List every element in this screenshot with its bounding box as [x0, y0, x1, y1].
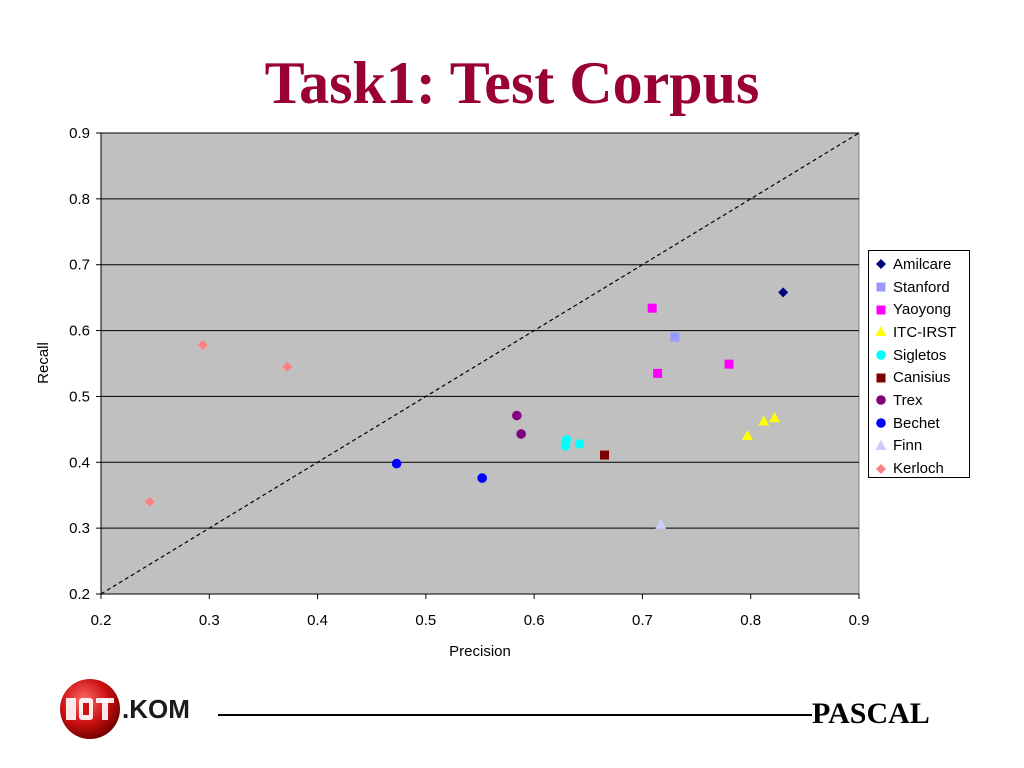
legend-marker-shape	[876, 463, 886, 474]
legend-label: ITC-IRST	[893, 323, 957, 341]
legend-marker-shape	[876, 282, 886, 292]
data-point-finn	[655, 518, 667, 529]
data-point-trex	[516, 429, 526, 439]
data-point-itc-irst	[741, 429, 753, 440]
legend-marker-shape	[875, 326, 887, 337]
x-axis: 0.2 0.3 0.4 0.5 0.6 0.7 0.8 0.9	[91, 593, 870, 629]
data-point-kerloch	[144, 496, 155, 507]
legend-marker-shape	[876, 350, 886, 360]
x-tick-label: 0.6	[524, 612, 545, 629]
y-tick-label: 0.3	[69, 520, 90, 537]
legend-item-kerloch: Kerloch	[869, 457, 969, 480]
x-tick-label: 0.3	[199, 612, 220, 629]
grid-lines	[101, 132, 859, 595]
dot-kom-logo	[60, 679, 120, 739]
legend-marker-shape	[876, 373, 886, 383]
legend-marker-itc-irst	[875, 326, 887, 337]
legend-item-itc-irst: ITC-IRST	[869, 321, 969, 344]
legend-marker-finn	[875, 439, 887, 450]
legend-item-finn: Finn	[869, 435, 969, 458]
y-tick-label: 0.4	[69, 454, 90, 471]
legend-item-sigletos: Sigletos	[869, 344, 969, 367]
data-point-stanford	[670, 332, 680, 342]
data-point-sigletos	[561, 435, 572, 445]
data-point-itc-irst	[769, 412, 781, 423]
legend-marker-shape	[876, 305, 886, 315]
legend-marker-shape	[876, 395, 886, 406]
data-point-itc-irst	[758, 415, 770, 426]
legend-marker-bechet	[876, 418, 886, 428]
data-point-amilcare	[778, 287, 789, 298]
legend-marker-amilcare	[876, 259, 886, 270]
data-point-yaoyong	[653, 368, 663, 378]
y-tick-label: 0.6	[69, 323, 90, 340]
y-tick-label: 0.9	[69, 125, 90, 142]
legend-item-canisius: Canisius	[869, 366, 969, 389]
reference-diagonal-line	[100, 132, 860, 595]
legend-label: Amilcare	[893, 255, 952, 273]
x-tick-label: 0.4	[307, 612, 328, 629]
legend-marker-stanford	[876, 282, 886, 292]
legend-item-amilcare: Amilcare	[869, 253, 969, 276]
legend-label: Trex	[893, 391, 923, 409]
legend-label: Kerloch	[893, 460, 944, 478]
legend-item-yaoyong: Yaoyong	[869, 298, 969, 321]
legend-marker-shape	[876, 259, 886, 270]
y-axis-label: Recall	[35, 342, 52, 384]
legend-marker-yaoyong	[876, 305, 886, 315]
legend-label: Sigletos	[893, 346, 947, 364]
x-tick-label: 0.9	[849, 612, 870, 629]
data-points	[144, 287, 789, 529]
legend-label: Finn	[893, 437, 923, 455]
legend-item-trex: Trex	[869, 389, 969, 412]
legend-label: Stanford	[893, 278, 950, 296]
x-tick-label: 0.5	[415, 612, 436, 629]
data-point-trex	[512, 410, 522, 421]
footer-pascal-label: PASCAL	[812, 697, 930, 730]
data-point-bechet	[477, 473, 487, 483]
legend-item-bechet: Bechet	[869, 412, 969, 435]
legend-label: Bechet	[893, 414, 940, 432]
data-point-sigletos	[574, 439, 585, 449]
legend-label: Canisius	[893, 369, 951, 387]
legend-marker-kerloch	[876, 463, 886, 474]
legend-marker-canisius	[876, 373, 886, 383]
y-tick-label: 0.7	[69, 257, 90, 274]
legend-marker-shape	[875, 439, 887, 450]
y-tick-label: 0.5	[69, 388, 90, 405]
legend-label: Yaoyong	[893, 301, 952, 319]
y-tick-label: 0.8	[69, 191, 90, 208]
y-tick-label: 0.2	[69, 586, 90, 603]
data-point-kerloch	[197, 340, 208, 351]
legend-marker-shape	[876, 418, 886, 428]
x-axis-label: Precision	[449, 643, 511, 660]
legend-marker-trex	[876, 395, 886, 406]
x-tick-label: 0.8	[740, 612, 761, 629]
data-point-yaoyong	[647, 303, 657, 313]
x-tick-label: 0.2	[91, 612, 112, 629]
x-tick-label: 0.7	[632, 612, 653, 629]
legend-marker-sigletos	[876, 350, 886, 360]
data-point-yaoyong	[724, 359, 734, 369]
legend-item-stanford: Stanford	[869, 276, 969, 299]
footer-divider	[218, 714, 812, 716]
data-point-canisius	[600, 450, 610, 460]
data-point-kerloch	[282, 361, 293, 372]
data-point-bechet	[391, 458, 402, 469]
slide-title: Task1: Test Corpus	[264, 50, 760, 116]
logo-text: .KOM	[122, 694, 190, 724]
y-axis: 0.2 0.3 0.4 0.5 0.6 0.7 0.8 0.9	[69, 125, 102, 603]
chart-legend: Amilcare Stanford Yaoyong ITC-IRST Sigletos C…	[868, 250, 970, 478]
